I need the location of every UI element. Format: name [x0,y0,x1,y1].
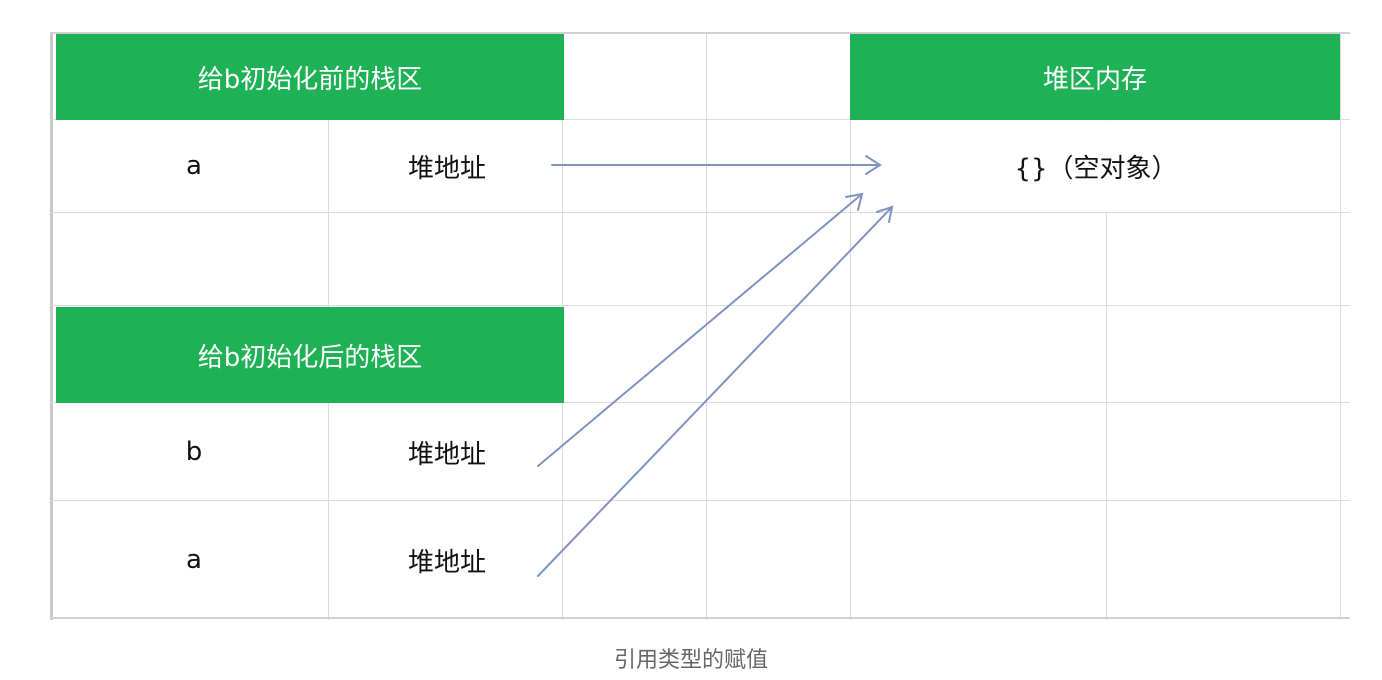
figure-caption: 引用类型的赋值 [613,648,768,673]
grid-top-border [50,32,1350,34]
spreadsheet-grid [50,32,1350,620]
grid-column-line [850,32,851,620]
header-after-stack: 给b初始化后的栈区 [56,307,564,403]
grid-row-line [50,212,1350,213]
before-a-heap-address: 堆地址 [407,153,486,184]
after-var-a: a [186,545,202,575]
arrow-before-a-to-heap [551,155,882,175]
grid-row-line [50,402,1350,403]
grid-row-line [50,305,1350,306]
grid-bottom-border [50,617,1350,619]
after-a-heap-address: 堆地址 [407,547,486,578]
header-before-stack: 给b初始化前的栈区 [56,34,564,120]
grid-column-line [706,32,707,620]
arrow-after-a-to-heap [537,205,894,577]
grid-column-line [1340,32,1341,620]
grid-row-line [50,119,1350,120]
heap-empty-object: {}（空对象） [1014,153,1178,184]
before-var-a: a [186,151,202,181]
grid-column-line [1106,32,1107,620]
heap-cell-bg [852,121,1340,211]
grid-row-line [50,500,1350,501]
after-b-heap-address: 堆地址 [407,439,486,470]
arrow-after-b-to-heap [537,192,864,467]
after-var-b: b [185,437,203,467]
grid-left-border [50,32,53,620]
header-heap: 堆区内存 [850,34,1340,120]
